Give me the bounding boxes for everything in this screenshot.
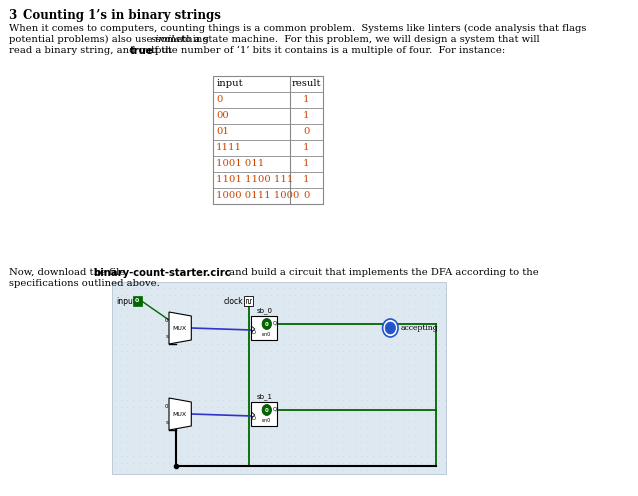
Text: 0: 0 bbox=[265, 408, 269, 413]
Text: similar: similar bbox=[151, 35, 186, 44]
Text: sb_1: sb_1 bbox=[256, 393, 272, 400]
Bar bbox=[212, 76, 323, 204]
Text: MUX: MUX bbox=[172, 325, 186, 330]
Text: 1: 1 bbox=[303, 112, 309, 121]
Circle shape bbox=[262, 405, 272, 416]
Polygon shape bbox=[169, 312, 191, 344]
Text: potential problems) also use something: potential problems) also use something bbox=[8, 35, 211, 44]
Text: result: result bbox=[292, 79, 321, 88]
Text: MUX: MUX bbox=[172, 412, 186, 417]
Bar bbox=[244, 296, 253, 306]
Text: 00: 00 bbox=[216, 112, 229, 121]
Text: true: true bbox=[130, 46, 153, 56]
Bar bbox=[133, 296, 142, 306]
Text: input: input bbox=[116, 297, 136, 306]
Text: input: input bbox=[216, 79, 243, 88]
Text: 1: 1 bbox=[303, 143, 309, 152]
Bar bbox=[112, 282, 446, 474]
Text: D: D bbox=[252, 330, 256, 335]
Text: specifications outlined above.: specifications outlined above. bbox=[8, 279, 160, 288]
Text: 0: 0 bbox=[303, 191, 309, 200]
Text: 1001 011: 1001 011 bbox=[216, 160, 264, 169]
Bar bbox=[251, 316, 277, 340]
Text: sb_0: sb_0 bbox=[256, 307, 272, 314]
Text: 01: 01 bbox=[216, 127, 229, 136]
Text: 1: 1 bbox=[303, 176, 309, 185]
Text: Q: Q bbox=[272, 407, 277, 412]
Text: 0: 0 bbox=[165, 404, 168, 409]
Circle shape bbox=[385, 322, 396, 334]
Text: 0: 0 bbox=[135, 299, 139, 304]
Text: D: D bbox=[252, 417, 256, 422]
Text: 1000 0111 1000: 1000 0111 1000 bbox=[216, 191, 300, 200]
Polygon shape bbox=[169, 398, 191, 430]
Text: Q: Q bbox=[272, 320, 277, 325]
Text: 0: 0 bbox=[265, 321, 269, 326]
Circle shape bbox=[262, 318, 272, 329]
Text: to a state machine.  For this problem, we will design a system that will: to a state machine. For this problem, we… bbox=[177, 35, 539, 44]
Text: 1101 1100 111: 1101 1100 111 bbox=[216, 176, 293, 185]
Text: 1: 1 bbox=[303, 160, 309, 169]
Text: When it comes to computers, counting things is a common problem.  Systems like l: When it comes to computers, counting thi… bbox=[8, 24, 586, 33]
Text: and build a circuit that implements the DFA according to the: and build a circuit that implements the … bbox=[226, 268, 539, 277]
Text: 0: 0 bbox=[216, 96, 223, 105]
Text: s: s bbox=[165, 333, 168, 338]
Text: Counting 1’s in binary strings: Counting 1’s in binary strings bbox=[23, 9, 221, 22]
Text: 3: 3 bbox=[8, 9, 17, 22]
Text: en0: en0 bbox=[262, 419, 271, 424]
Text: 0: 0 bbox=[303, 127, 309, 136]
Text: accepting: accepting bbox=[401, 324, 438, 332]
Circle shape bbox=[383, 319, 398, 337]
Text: read a binary string, and output: read a binary string, and output bbox=[8, 46, 175, 55]
Text: s: s bbox=[165, 420, 168, 425]
Text: if the number of ‘1’ bits it contains is a multiple of four.  For instance:: if the number of ‘1’ bits it contains is… bbox=[147, 46, 505, 56]
Text: 1: 1 bbox=[303, 96, 309, 105]
Text: 1111: 1111 bbox=[216, 143, 242, 152]
Text: en0: en0 bbox=[262, 332, 271, 337]
Text: binary-count-starter.circ: binary-count-starter.circ bbox=[94, 268, 231, 278]
Text: Now, download the file: Now, download the file bbox=[8, 268, 128, 277]
Text: 0: 0 bbox=[165, 317, 168, 322]
Text: clock: clock bbox=[224, 297, 244, 306]
Bar bbox=[251, 402, 277, 426]
